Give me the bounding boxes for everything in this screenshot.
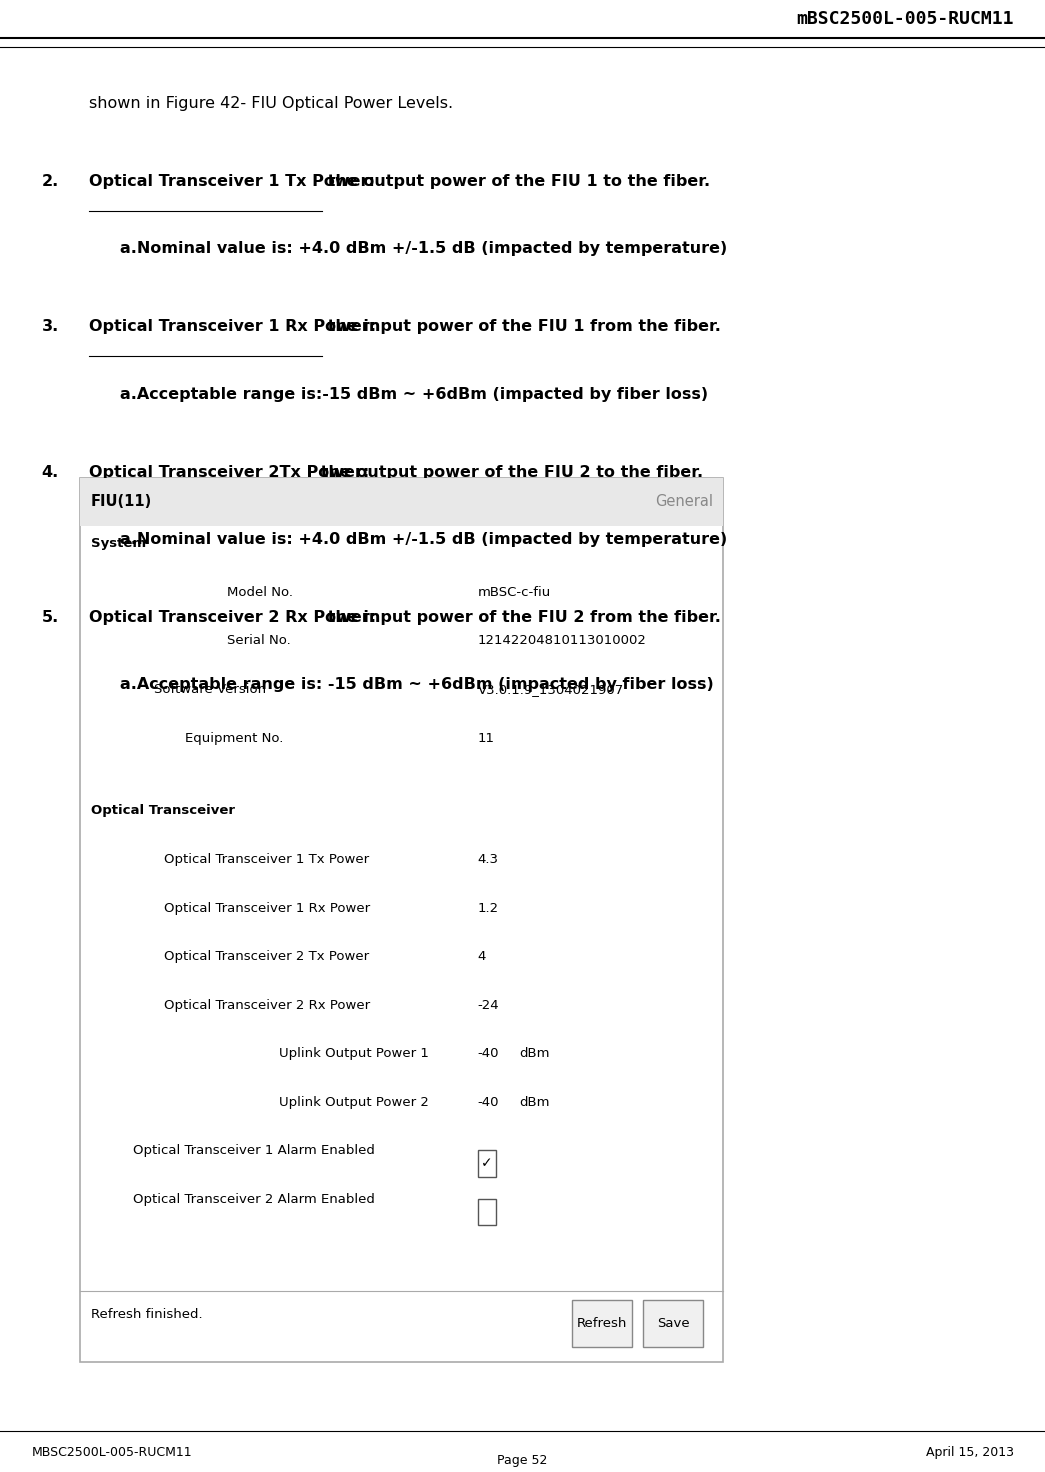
Text: a.Acceptable range is: -15 dBm ~ +6dBm (impacted by fiber loss): a.Acceptable range is: -15 dBm ~ +6dBm (… [120, 677, 714, 692]
FancyBboxPatch shape [572, 1300, 632, 1347]
Text: Refresh: Refresh [577, 1317, 627, 1329]
Text: Uplink Output Power 2: Uplink Output Power 2 [279, 1097, 428, 1108]
Text: the output power of the FIU 2 to the fiber.: the output power of the FIU 2 to the fib… [315, 465, 702, 480]
Text: FIU(11): FIU(11) [91, 495, 153, 509]
FancyBboxPatch shape [80, 478, 723, 526]
Text: Equipment No.: Equipment No. [185, 732, 283, 745]
Text: Optical Transceiver 1 Alarm Enabled: Optical Transceiver 1 Alarm Enabled [133, 1145, 374, 1157]
Text: Uplink Output Power 1: Uplink Output Power 1 [279, 1048, 428, 1060]
Text: dBm: dBm [519, 1097, 550, 1108]
Bar [478, 1200, 496, 1226]
Text: Page 52: Page 52 [497, 1454, 548, 1468]
Text: -40: -40 [478, 1097, 500, 1108]
Text: the input power of the FIU 1 from the fiber.: the input power of the FIU 1 from the fi… [322, 319, 721, 334]
Text: mBSC2500L-005-RUCM11: mBSC2500L-005-RUCM11 [796, 10, 1014, 28]
Text: ✓: ✓ [481, 1157, 493, 1170]
Bar [478, 1151, 496, 1178]
Text: a.Nominal value is: +4.0 dBm +/-1.5 dB (impacted by temperature): a.Nominal value is: +4.0 dBm +/-1.5 dB (… [120, 531, 727, 548]
FancyBboxPatch shape [643, 1300, 703, 1347]
Text: mBSC-c-fiu: mBSC-c-fiu [478, 586, 551, 599]
Text: 5.: 5. [42, 611, 60, 626]
Text: 4.: 4. [42, 465, 60, 480]
Text: a.Acceptable range is:-15 dBm ~ +6dBm (impacted by fiber loss): a.Acceptable range is:-15 dBm ~ +6dBm (i… [120, 387, 709, 402]
Text: Optical Transceiver 1 Rx Power:: Optical Transceiver 1 Rx Power: [89, 319, 376, 334]
Text: April 15, 2013: April 15, 2013 [926, 1446, 1014, 1459]
Text: Refresh finished.: Refresh finished. [91, 1309, 203, 1320]
Text: V3.0.1.9_1304021907: V3.0.1.9_1304021907 [478, 683, 624, 696]
Text: Serial No.: Serial No. [227, 634, 291, 648]
Text: MBSC2500L-005-RUCM11: MBSC2500L-005-RUCM11 [31, 1446, 192, 1459]
Text: Optical Transceiver 2 Rx Power:: Optical Transceiver 2 Rx Power: [89, 611, 376, 626]
Text: dBm: dBm [519, 1048, 550, 1060]
Text: Optical Transceiver 1 Tx Power: Optical Transceiver 1 Tx Power [164, 854, 369, 866]
Text: shown in Figure 42- FIU Optical Power Levels.: shown in Figure 42- FIU Optical Power Le… [89, 96, 452, 110]
Text: a.Nominal value is: +4.0 dBm +/-1.5 dB (impacted by temperature): a.Nominal value is: +4.0 dBm +/-1.5 dB (… [120, 241, 727, 256]
Text: Optical Transceiver 1 Rx Power: Optical Transceiver 1 Rx Power [164, 902, 370, 914]
Text: Save: Save [656, 1317, 690, 1329]
Text: -40: -40 [478, 1048, 500, 1060]
Text: Optical Transceiver 2Tx Power:: Optical Transceiver 2Tx Power: [89, 465, 369, 480]
Text: 1.2: 1.2 [478, 902, 498, 914]
Text: 12142204810113010002: 12142204810113010002 [478, 634, 647, 648]
Text: the output power of the FIU 1 to the fiber.: the output power of the FIU 1 to the fib… [322, 174, 711, 188]
Text: 2.: 2. [42, 174, 60, 188]
Text: General: General [654, 495, 713, 509]
Text: Optical Transceiver 2 Rx Power: Optical Transceiver 2 Rx Power [164, 999, 370, 1011]
Text: -24: -24 [478, 999, 500, 1011]
Text: Optical Transceiver 1 Tx Power:: Optical Transceiver 1 Tx Power: [89, 174, 375, 188]
Text: Model No.: Model No. [227, 586, 293, 599]
Text: Optical Transceiver: Optical Transceiver [91, 805, 235, 817]
FancyBboxPatch shape [80, 478, 723, 1362]
Text: Software Version: Software Version [154, 683, 265, 696]
Text: Optical Transceiver 2 Alarm Enabled: Optical Transceiver 2 Alarm Enabled [133, 1194, 374, 1206]
Text: 4.3: 4.3 [478, 854, 498, 866]
Text: 11: 11 [478, 732, 494, 745]
Text: the input power of the FIU 2 from the fiber.: the input power of the FIU 2 from the fi… [322, 611, 721, 626]
Text: 3.: 3. [42, 319, 60, 334]
Text: System: System [91, 537, 146, 551]
Text: 4: 4 [478, 951, 486, 963]
Text: Optical Transceiver 2 Tx Power: Optical Transceiver 2 Tx Power [164, 951, 369, 963]
